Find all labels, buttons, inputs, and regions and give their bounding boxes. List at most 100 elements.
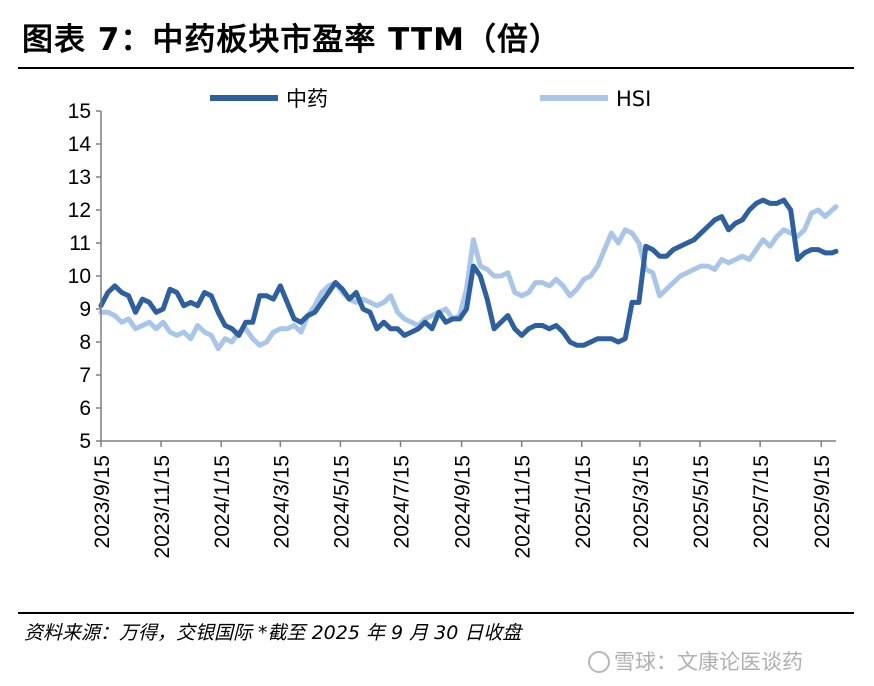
data-point (623, 227, 628, 232)
data-point (457, 316, 462, 322)
data-point (650, 270, 655, 275)
data-point (450, 316, 455, 322)
data-point (643, 244, 648, 249)
data-point (278, 326, 283, 331)
data-point (767, 244, 773, 249)
y-tick-label: 11 (69, 232, 91, 255)
data-point (588, 339, 593, 345)
data-point (747, 257, 752, 262)
data-point (402, 333, 407, 338)
data-point (581, 343, 586, 348)
data-point (512, 326, 517, 331)
data-point (767, 201, 773, 206)
data-point (429, 326, 435, 331)
x-tick-label: 2024/5/15 (330, 455, 353, 548)
data-point (802, 250, 807, 256)
data-point (526, 290, 531, 295)
data-point (719, 257, 724, 262)
data-point (781, 197, 786, 203)
data-point (264, 293, 269, 298)
data-point (740, 217, 745, 223)
data-point (209, 333, 214, 338)
data-point (733, 257, 738, 262)
data-point (243, 320, 248, 325)
data-point (291, 316, 297, 322)
data-point (560, 329, 566, 335)
y-tick-label: 7 (79, 364, 91, 387)
legend-label: 中药 (286, 87, 328, 111)
data-point (657, 293, 662, 298)
title-divider (18, 67, 854, 69)
y-tick-label: 14 (68, 133, 92, 156)
data-point (319, 300, 324, 305)
data-point (140, 323, 145, 328)
data-point (547, 326, 552, 331)
data-point (636, 240, 642, 246)
data-point (671, 280, 676, 285)
x-tick-label: 2025/5/15 (690, 455, 713, 548)
data-point (271, 329, 276, 335)
data-point (402, 316, 407, 322)
data-point (754, 247, 759, 252)
data-point (664, 254, 669, 259)
data-point (326, 290, 331, 295)
data-point (609, 230, 614, 236)
data-point (533, 323, 538, 328)
data-point (222, 323, 228, 328)
data-point (485, 296, 490, 302)
y-tick-label: 10 (68, 265, 91, 288)
data-point (188, 336, 193, 341)
legend: 中药 HSI (210, 87, 651, 111)
data-point (554, 323, 559, 328)
data-point (816, 247, 821, 252)
data-point (181, 303, 186, 308)
x-tick-label: 2023/9/15 (91, 455, 114, 548)
data-point (291, 323, 297, 328)
data-point (609, 336, 614, 341)
data-point (733, 221, 738, 226)
x-tick-label: 2025/1/15 (572, 455, 595, 548)
data-point (209, 293, 214, 298)
data-point (685, 270, 690, 275)
data-point (154, 326, 159, 331)
data-point (588, 273, 593, 279)
data-point (505, 270, 511, 275)
data-point (112, 283, 118, 289)
x-tick-label: 2025/9/15 (811, 455, 834, 548)
data-point (574, 287, 580, 292)
data-point (229, 339, 235, 345)
data-point (250, 320, 255, 325)
data-point (567, 293, 573, 298)
data-point (595, 263, 600, 269)
data-point (381, 300, 386, 305)
data-point (395, 310, 400, 315)
data-point (119, 290, 124, 295)
data-point (533, 280, 538, 285)
data-point (491, 326, 497, 331)
data-point (367, 300, 373, 305)
data-point (491, 273, 497, 279)
data-point (160, 306, 166, 312)
data-point (354, 290, 359, 295)
data-point (774, 201, 780, 206)
data-point (388, 293, 393, 298)
data-point (526, 326, 531, 331)
y-tick-label: 5 (79, 430, 91, 453)
data-point (174, 333, 180, 338)
data-point (498, 320, 504, 325)
data-point (188, 300, 193, 305)
data-point (760, 237, 766, 242)
data-point (160, 320, 166, 325)
data-point (726, 260, 731, 265)
data-point (719, 214, 724, 219)
data-point (802, 227, 807, 232)
data-point (216, 346, 221, 351)
data-point (498, 273, 504, 279)
data-point (285, 326, 290, 331)
data-point (671, 247, 676, 252)
data-point (147, 320, 152, 325)
data-point (278, 283, 283, 289)
x-tick-label: 2024/3/15 (270, 455, 293, 548)
x-tick-label: 2024/11/15 (512, 455, 535, 559)
x-tick-label: 2025/3/15 (630, 455, 653, 548)
